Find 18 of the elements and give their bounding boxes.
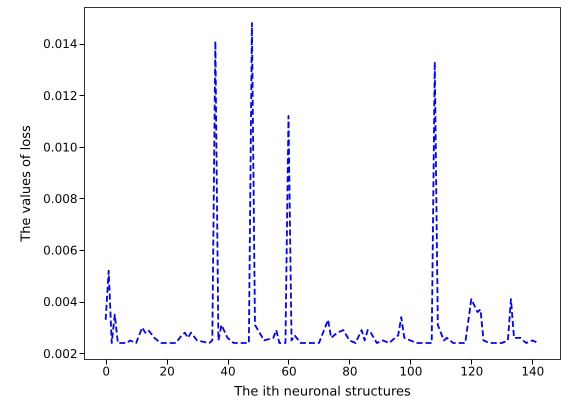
x-tick-label: 60	[281, 364, 297, 378]
x-tick-label: 40	[220, 364, 236, 378]
y-tick-label: 0.004	[43, 295, 78, 310]
y-tick-label: 0.012	[43, 88, 78, 103]
y-tick-label: 0.002	[43, 346, 78, 361]
x-tick-label: 20	[159, 364, 175, 378]
y-tick-label: 0.010	[43, 140, 78, 154]
y-axis-title: The values of loss	[19, 125, 34, 243]
x-tick-label: 0	[102, 364, 110, 378]
y-tick-label: 0.014	[43, 37, 78, 52]
y-tick-label: 0.008	[43, 192, 78, 206]
x-axis-title: The ith neuronal structures	[233, 384, 412, 400]
x-tick-label: 140	[521, 364, 544, 378]
x-tick-label: 80	[342, 364, 358, 378]
x-tick-label: 100	[399, 364, 422, 378]
x-tick-label: 120	[460, 364, 484, 378]
y-tick-label: 0.006	[43, 244, 78, 258]
line-series	[104, 22, 540, 344]
